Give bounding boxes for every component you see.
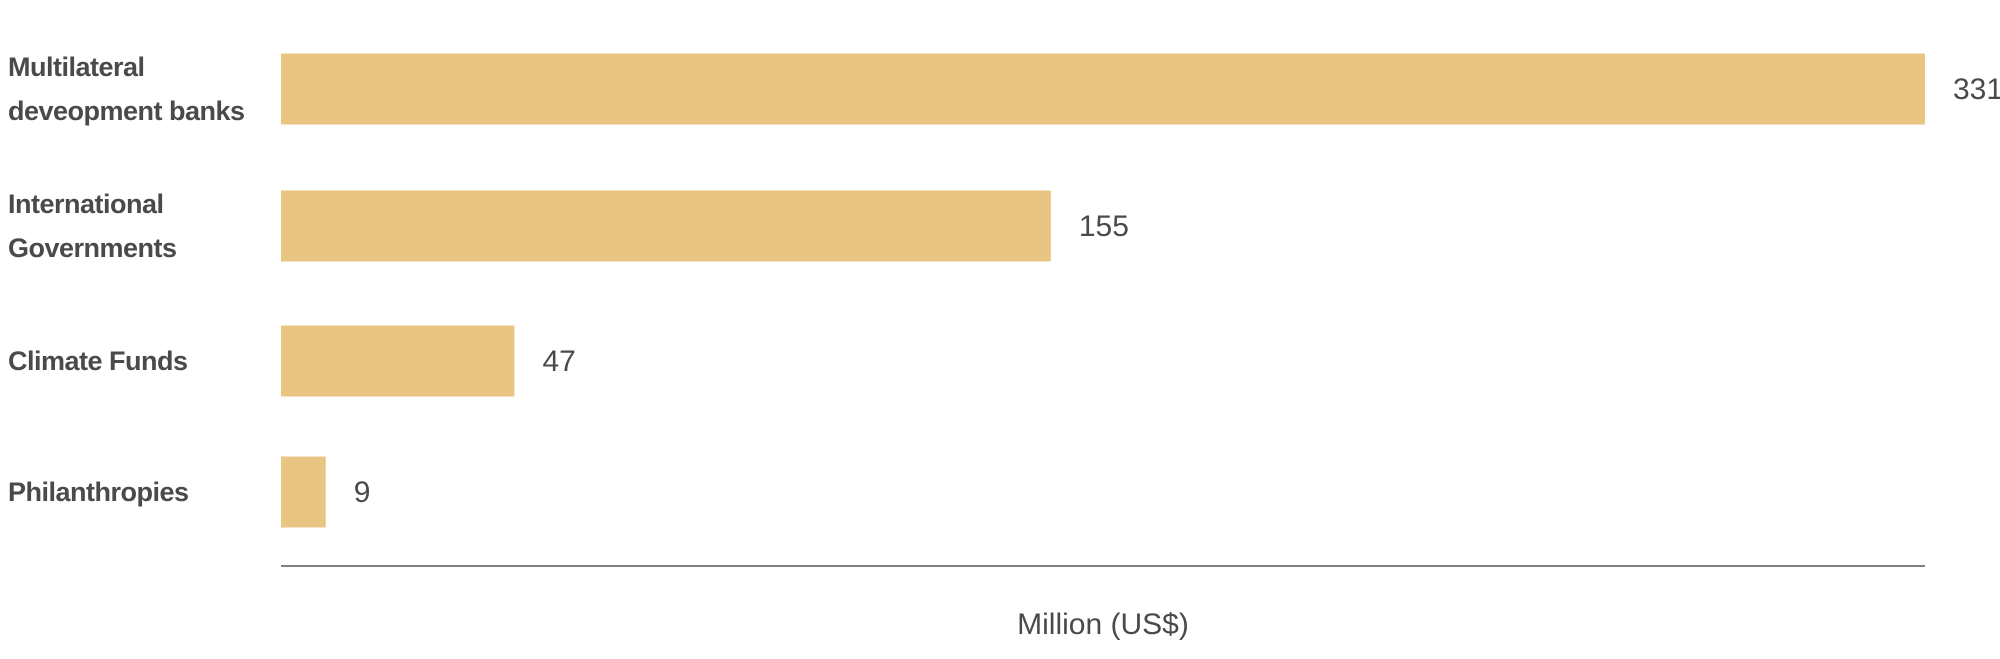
- category-label: International Governments: [8, 189, 177, 263]
- category-label: Philanthropies: [8, 477, 189, 507]
- bar: [281, 456, 326, 528]
- x-axis-label: Million (US$): [1017, 608, 1189, 641]
- bar: [281, 325, 515, 397]
- category-label: Multilateral deveopment banks: [8, 52, 245, 126]
- value-label: 331: [1953, 73, 2000, 106]
- bar: [281, 53, 1925, 125]
- category-label: Climate Funds: [8, 346, 188, 376]
- value-label: 47: [542, 345, 575, 378]
- value-label: 9: [354, 476, 371, 509]
- value-label: 155: [1079, 210, 1129, 243]
- bar: [281, 190, 1051, 262]
